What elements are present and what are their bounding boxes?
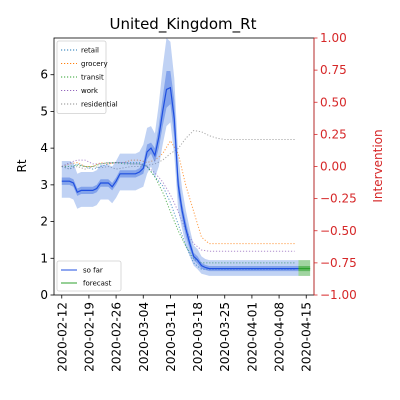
x-tick-label: 2020-04-01 [245,302,259,372]
y-tick-label: 5 [40,104,48,118]
y2-axis-label: Intervention [371,129,385,202]
y2-tick-label: −0.25 [320,192,357,206]
y2-tick-label: 1.00 [320,31,347,45]
x-tick-label: 2020-02-26 [110,302,124,372]
x-tick-label: 2020-03-11 [164,302,178,372]
y-axis-label: Rt [15,159,29,172]
legend-top-box [56,40,107,114]
legend-label-retail: retail [81,47,99,55]
y-tick-label: 0 [40,288,48,302]
x-tick-label: 2020-04-15 [300,302,314,372]
plot-area [61,38,311,276]
x-tick-label: 2020-04-08 [273,302,287,372]
legend-label-work: work [81,87,99,95]
legend-label-residential: residential [81,101,118,109]
y-tick-label: 2 [40,215,48,229]
intervention-line-work [61,159,295,252]
legend-label-forecast: forecast [83,280,112,288]
y2-tick-label: −1.00 [320,288,357,302]
y2-tick-label: 0.75 [320,63,347,77]
x-tick-label: 2020-02-19 [82,302,96,372]
rt-median-line [61,86,299,270]
y-tick-label: 1 [40,251,48,265]
chart-title: United_Kingdom_Rt [110,15,257,34]
x-tick-label: 2020-03-04 [137,302,151,372]
y-tick-label: 4 [40,141,48,155]
y2-tick-label: 0.25 [320,127,347,141]
y2-tick-label: −0.75 [320,256,357,270]
legend-label-grocery: grocery [81,60,108,68]
axes: 0 1 2 3 4 5 6 1.00 0.75 0.50 0.25 0.00 −0.25 −0.50 −0.… [40,31,356,372]
plot-clip-group [61,38,311,276]
y-tick-label: 6 [40,68,48,82]
x-tick-label: 2020-03-25 [218,302,232,372]
legend-label-so-far: so far [83,267,103,275]
y2-tick-label: 0.50 [320,95,347,109]
intervention-line-retail [61,162,295,270]
y2-tick-label: 0.00 [320,160,347,174]
y-tick-label: 3 [40,178,48,192]
intervention-line-residential [61,129,295,170]
x-tick-label: 2020-02-12 [55,302,69,372]
legends: retail grocery transit work residential so fa… [56,40,122,292]
y2-tick-label: −0.50 [320,224,357,238]
x-tick-label: 2020-03-18 [191,302,205,372]
legend-label-transit: transit [81,74,104,82]
intervention-line-transit [61,162,295,264]
